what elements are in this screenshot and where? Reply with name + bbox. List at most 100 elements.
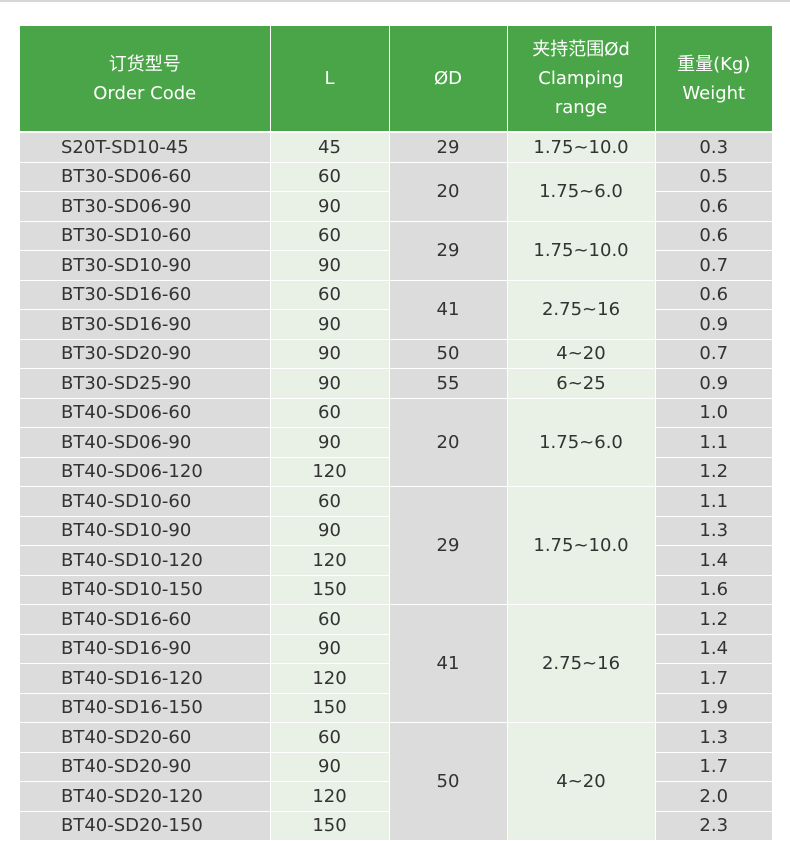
weight-cell: 0.6 bbox=[654, 279, 772, 310]
clamping-range-cell: 1.75~6.0 bbox=[506, 397, 656, 487]
table-row: BT40-SD20-120 120 2.0 bbox=[20, 781, 772, 812]
table-row: BT40-SD20-90 90 1.7 bbox=[20, 751, 772, 782]
weight-cell: 1.6 bbox=[654, 574, 772, 605]
table-header-row: 订货型号 Order Code L ØD 夹持范围Ød Clamping ran… bbox=[20, 26, 772, 132]
diameter-cell: 29 bbox=[388, 220, 508, 281]
length-cell: 60 bbox=[269, 486, 390, 517]
diameter-cell: 41 bbox=[388, 604, 508, 723]
length-cell: 120 bbox=[269, 456, 390, 487]
table-row: BT30-SD20-90 90 50 4~20 0.7 bbox=[20, 338, 772, 369]
header-clamping-range-cn: 夹持范围Ød bbox=[532, 39, 630, 60]
length-cell: 90 bbox=[269, 515, 390, 546]
header-order-code-cn: 订货型号 bbox=[108, 53, 181, 75]
diameter-cell: 29 bbox=[388, 486, 508, 605]
diameter-cell: 29 bbox=[388, 131, 508, 163]
weight-cell: 0.9 bbox=[654, 309, 772, 340]
table-row: BT40-SD20-150 150 2.3 bbox=[20, 810, 772, 841]
weight-cell: 1.7 bbox=[654, 663, 772, 694]
length-cell: 150 bbox=[269, 574, 390, 605]
diameter-cell: 20 bbox=[388, 161, 508, 222]
order-code-cell: BT30-SD16-60 bbox=[20, 279, 271, 310]
order-code-cell: BT40-SD16-60 bbox=[20, 604, 271, 635]
spec-table: 订货型号 Order Code L ØD 夹持范围Ød Clamping ran… bbox=[20, 26, 772, 841]
length-cell: 90 bbox=[269, 309, 390, 340]
clamping-range-cell: 1.75~10.0 bbox=[506, 486, 656, 605]
weight-cell: 0.6 bbox=[654, 220, 772, 251]
weight-cell: 1.2 bbox=[654, 604, 772, 635]
length-cell: 45 bbox=[269, 131, 390, 163]
length-cell: 90 bbox=[269, 191, 390, 222]
table-row: BT40-SD10-60 60 29 1.75~10.0 1.1 bbox=[20, 486, 772, 605]
header-clamping-range-en1: Clamping bbox=[538, 68, 624, 89]
diameter-cell: 50 bbox=[388, 338, 508, 369]
table-row: BT40-SD20-60 60 50 4~20 1.3 bbox=[20, 722, 772, 841]
clamping-range-cell: 2.75~16 bbox=[506, 604, 656, 723]
order-code-cell: BT40-SD16-150 bbox=[20, 692, 271, 723]
clamping-range-cell: 1.75~10.0 bbox=[506, 131, 656, 163]
table-row: BT40-SD10-150 150 1.6 bbox=[20, 574, 772, 605]
length-cell: 90 bbox=[269, 368, 390, 399]
table-row: BT40-SD16-150 150 1.9 bbox=[20, 692, 772, 723]
table-row: S20T-SD10-45 45 29 1.75~10.0 0.3 bbox=[20, 131, 772, 163]
order-code-cell: BT40-SD06-90 bbox=[20, 427, 271, 458]
header-weight-cn: 重量(Kg) bbox=[677, 53, 751, 75]
order-code-cell: BT40-SD10-120 bbox=[20, 545, 271, 576]
header-clamping-range: 夹持范围Ød Clamping range bbox=[506, 26, 656, 132]
table-row: BT30-SD16-60 60 41 2.75~16 0.6 bbox=[20, 279, 772, 340]
weight-cell: 0.6 bbox=[654, 191, 772, 222]
header-length: L bbox=[269, 26, 390, 132]
length-cell: 120 bbox=[269, 545, 390, 576]
order-code-cell: BT30-SD10-60 bbox=[20, 220, 271, 251]
order-code-cell: BT30-SD10-90 bbox=[20, 250, 271, 281]
clamping-range-cell: 4~20 bbox=[506, 338, 656, 369]
weight-cell: 1.1 bbox=[654, 427, 772, 458]
clamping-range-cell: 4~20 bbox=[506, 722, 656, 841]
order-code-cell: BT40-SD06-60 bbox=[20, 397, 271, 428]
header-diameter: ØD bbox=[388, 26, 508, 132]
order-code-cell: BT40-SD10-90 bbox=[20, 515, 271, 546]
weight-cell: 1.7 bbox=[654, 751, 772, 782]
order-code-cell: BT40-SD16-90 bbox=[20, 633, 271, 664]
length-cell: 90 bbox=[269, 427, 390, 458]
table-row: BT30-SD06-60 60 20 1.75~6.0 0.5 bbox=[20, 161, 772, 222]
header-length-label: L bbox=[324, 68, 335, 89]
order-code-cell: BT40-SD20-90 bbox=[20, 751, 271, 782]
weight-cell: 1.2 bbox=[654, 456, 772, 487]
length-cell: 120 bbox=[269, 663, 390, 694]
weight-cell: 0.7 bbox=[654, 338, 772, 369]
order-code-cell: BT30-SD25-90 bbox=[20, 368, 271, 399]
length-cell: 60 bbox=[269, 161, 390, 192]
diameter-cell: 20 bbox=[388, 397, 508, 487]
header-weight: 重量(Kg) Weight bbox=[654, 26, 772, 132]
table-row: BT30-SD16-90 90 0.9 bbox=[20, 309, 772, 340]
table-row: BT40-SD16-90 90 1.4 bbox=[20, 633, 772, 664]
weight-cell: 1.4 bbox=[654, 633, 772, 664]
table-row: BT30-SD10-60 60 29 1.75~10.0 0.6 bbox=[20, 220, 772, 281]
length-cell: 60 bbox=[269, 220, 390, 251]
length-cell: 120 bbox=[269, 781, 390, 812]
order-code-cell: S20T-SD10-45 bbox=[20, 131, 271, 163]
weight-cell: 2.3 bbox=[654, 810, 772, 841]
length-cell: 150 bbox=[269, 692, 390, 723]
length-cell: 90 bbox=[269, 338, 390, 369]
length-cell: 90 bbox=[269, 250, 390, 281]
length-cell: 150 bbox=[269, 810, 390, 841]
weight-cell: 1.1 bbox=[654, 486, 772, 517]
weight-cell: 0.7 bbox=[654, 250, 772, 281]
header-diameter-label: ØD bbox=[433, 68, 463, 89]
clamping-range-cell: 1.75~6.0 bbox=[506, 161, 656, 222]
weight-cell: 1.0 bbox=[654, 397, 772, 428]
table-row: BT40-SD16-120 120 1.7 bbox=[20, 663, 772, 694]
table-row: BT40-SD06-90 90 1.1 bbox=[20, 427, 772, 458]
order-code-cell: BT40-SD20-120 bbox=[20, 781, 271, 812]
table-row: BT40-SD10-120 120 1.4 bbox=[20, 545, 772, 576]
weight-cell: 1.3 bbox=[654, 515, 772, 546]
length-cell: 60 bbox=[269, 604, 390, 635]
weight-cell: 0.5 bbox=[654, 161, 772, 192]
table-row: BT40-SD06-60 60 20 1.75~6.0 1.0 bbox=[20, 397, 772, 487]
clamping-range-cell: 2.75~16 bbox=[506, 279, 656, 340]
order-code-cell: BT30-SD20-90 bbox=[20, 338, 271, 369]
length-cell: 90 bbox=[269, 633, 390, 664]
weight-cell: 0.9 bbox=[654, 368, 772, 399]
order-code-cell: BT40-SD20-60 bbox=[20, 722, 271, 753]
